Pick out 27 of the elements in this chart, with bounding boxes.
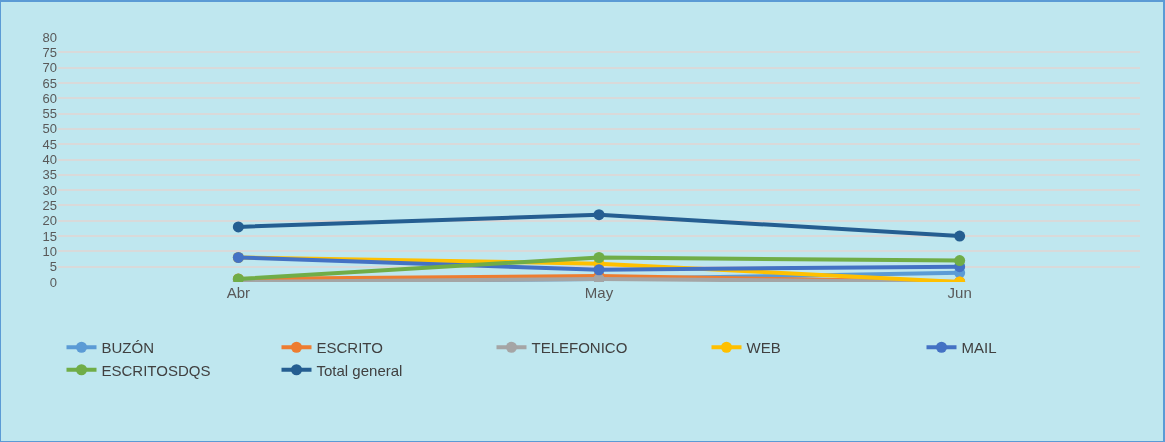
legend-label: Total general <box>316 361 403 379</box>
y-tick-label: 55 <box>42 106 57 122</box>
y-tick-label: 5 <box>49 259 57 275</box>
y-tick-label: 30 <box>42 182 57 198</box>
legend-label: BUZÓN <box>101 339 154 357</box>
y-tick-label: 10 <box>42 243 57 259</box>
x-tick-label: May <box>584 284 614 301</box>
y-tick-label: 60 <box>42 90 57 106</box>
x-tick-label: Jun <box>947 284 972 301</box>
legend-label: WEB <box>746 339 781 357</box>
y-tick-label: 70 <box>42 60 57 76</box>
y-tick-label: 40 <box>42 152 57 168</box>
legend-label: ESCRITOSDQS <box>101 361 211 379</box>
y-tick-label: 20 <box>42 213 57 229</box>
y-tick-label: 35 <box>42 167 57 183</box>
legend-label: TELEFONICO <box>531 339 628 357</box>
y-tick-label: 80 <box>42 29 57 45</box>
y-tick-label: 15 <box>42 228 57 244</box>
y-tick-label: 25 <box>42 197 57 213</box>
y-tick-label: 50 <box>42 121 57 137</box>
y-tick-label: 65 <box>42 75 57 91</box>
x-tick-label: Abr <box>226 284 251 301</box>
y-tick-label: 0 <box>49 274 57 290</box>
y-tick-label: 75 <box>42 44 57 60</box>
legend-label: MAIL <box>961 339 997 357</box>
legend-label: ESCRITO <box>316 339 383 357</box>
y-tick-label: 45 <box>42 136 57 152</box>
